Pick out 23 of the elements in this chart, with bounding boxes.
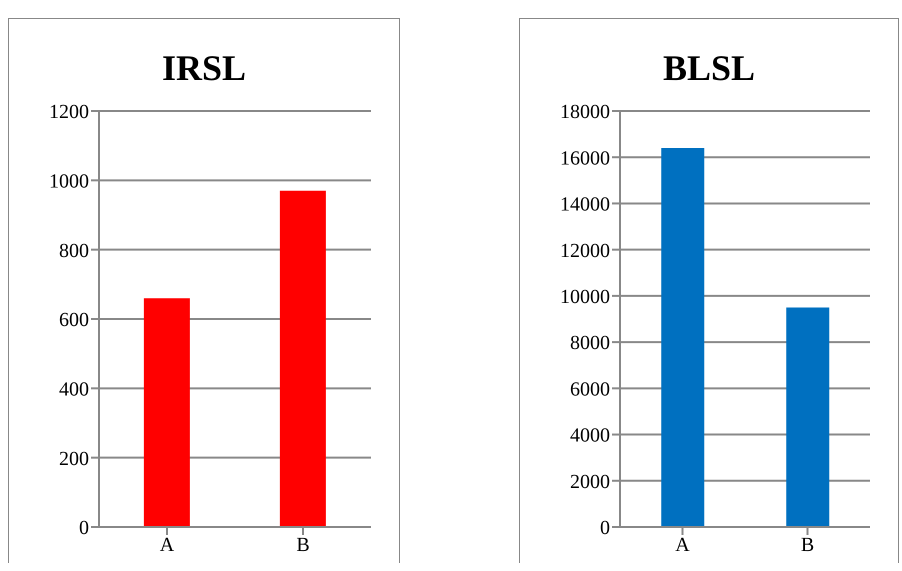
y-tick-label: 12000 — [560, 240, 610, 262]
y-tick-label: 400 — [59, 378, 89, 400]
y-tick-label: 16000 — [560, 147, 610, 170]
y-tick-label: 8000 — [570, 332, 610, 354]
chart-title: BLSL — [662, 47, 756, 90]
x-tick-label: B — [800, 534, 814, 556]
y-tick-label: 600 — [59, 309, 89, 332]
y-tick-label: 200 — [59, 448, 89, 470]
x-tick-label: B — [296, 534, 310, 556]
y-tick-label: 18000 — [560, 101, 610, 124]
y-tick-label: 14000 — [560, 194, 610, 216]
chart-title: IRSL — [160, 47, 248, 90]
y-tick-label: 0 — [79, 517, 89, 540]
x-tick-label: A — [675, 534, 690, 556]
y-tick-label: 800 — [59, 240, 89, 262]
y-tick-label: 2000 — [570, 470, 610, 493]
y-tick-label: 1000 — [49, 170, 89, 192]
y-tick-label: 6000 — [570, 378, 610, 400]
x-tick-label: A — [160, 534, 175, 556]
y-tick-label: 4000 — [570, 424, 610, 447]
y-tick-label: 10000 — [560, 286, 610, 308]
y-tick-label: 1200 — [49, 101, 89, 124]
y-tick-label: 0 — [600, 517, 610, 540]
